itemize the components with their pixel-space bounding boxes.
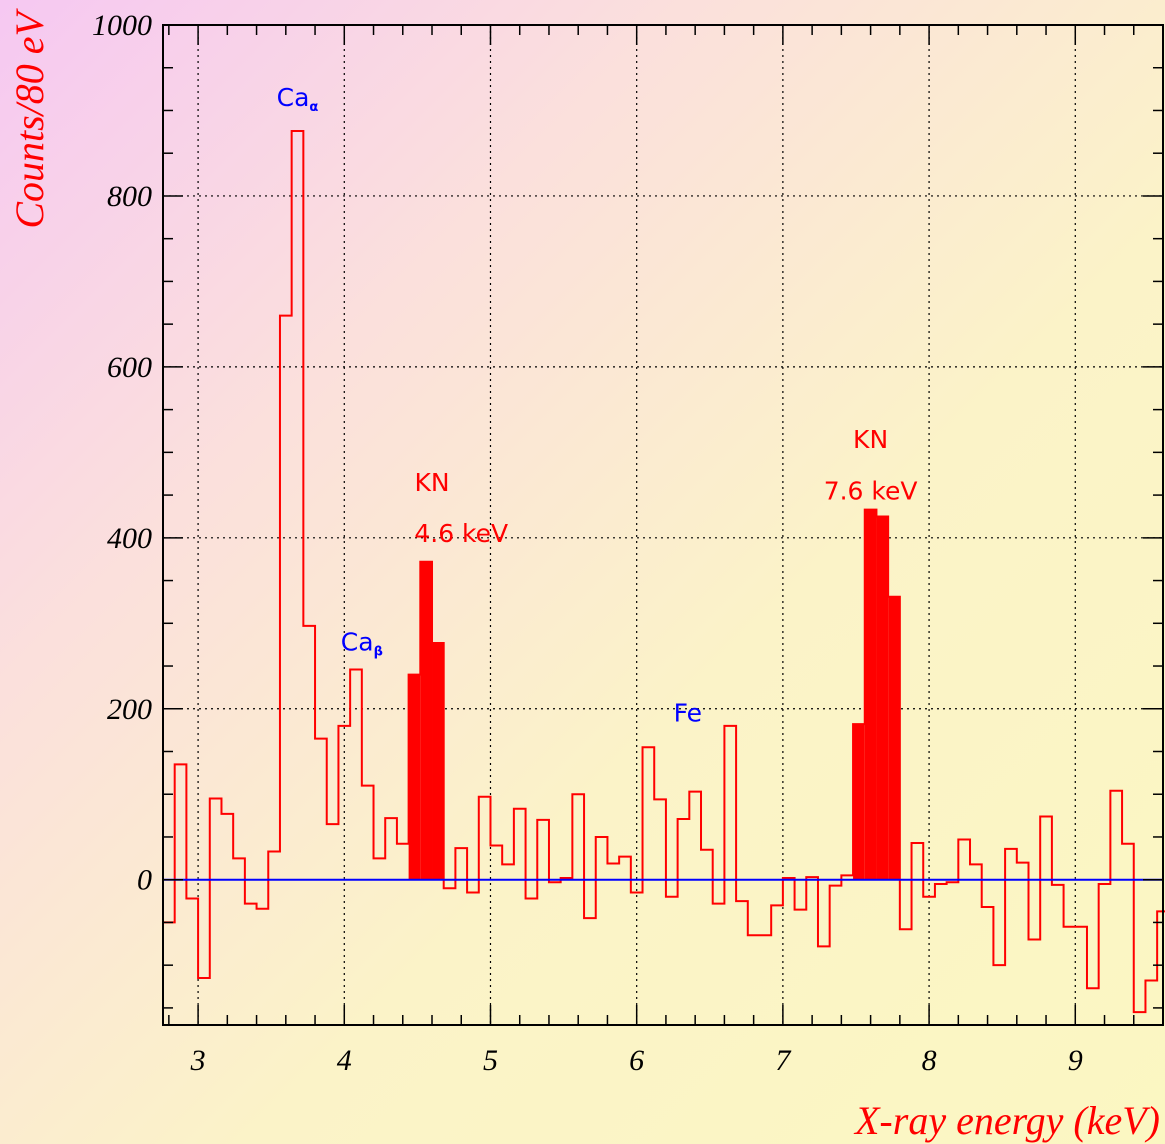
signal-bar [864, 509, 877, 880]
peak-label-subscript: α [309, 100, 318, 115]
peak-label-subscript: β [374, 645, 383, 660]
peak-label: KN [414, 468, 449, 497]
y-tick-label: 0 [137, 864, 152, 897]
y-tick-label: 1000 [92, 9, 152, 42]
signal-bar [432, 642, 444, 880]
peak-label: 4.6 keV [414, 519, 508, 548]
peak-label: Fe [674, 699, 702, 728]
x-tick-label: 6 [629, 1044, 644, 1077]
signal-bar [408, 674, 421, 880]
signal-bar [888, 596, 900, 880]
grid [163, 24, 1163, 1025]
peak-annotations: Caα Caβ Fe KN 4.6 keV KN 7.6 keV [277, 83, 918, 727]
x-tick-label: 4 [337, 1044, 352, 1077]
x-tick-label: 5 [483, 1044, 498, 1077]
axis-ticks [163, 24, 1164, 1025]
peak-label: 7.6 keV [824, 476, 918, 505]
x-tick-label: 7 [775, 1044, 792, 1077]
x-tick-label: 3 [190, 1044, 206, 1077]
peak-label: Caβ [341, 628, 383, 660]
y-tick-label: 800 [107, 180, 152, 213]
plot-frame [162, 24, 1164, 1026]
peak-label: KN [853, 425, 888, 454]
y-tick-label: 400 [107, 522, 152, 555]
x-tick-label: 8 [922, 1044, 937, 1077]
histogram-line [163, 129, 1165, 1014]
signal-bar [853, 724, 865, 880]
signal-bar [420, 561, 433, 880]
peak-label: Caα [277, 83, 319, 115]
y-tick-label: 200 [107, 693, 152, 726]
x-axis-title: X-ray energy (keV) [853, 1098, 1160, 1143]
signal-bar [876, 516, 889, 880]
y-axis-title: Counts/80 eV [7, 7, 52, 228]
y-tick-label: 600 [107, 351, 152, 384]
signal-bars [408, 509, 900, 880]
x-tick-label: 9 [1068, 1044, 1083, 1077]
x-tick-labels: 3 4 5 6 7 8 9 [190, 1044, 1083, 1077]
y-tick-labels: 0 200 400 600 800 1000 [92, 9, 152, 897]
